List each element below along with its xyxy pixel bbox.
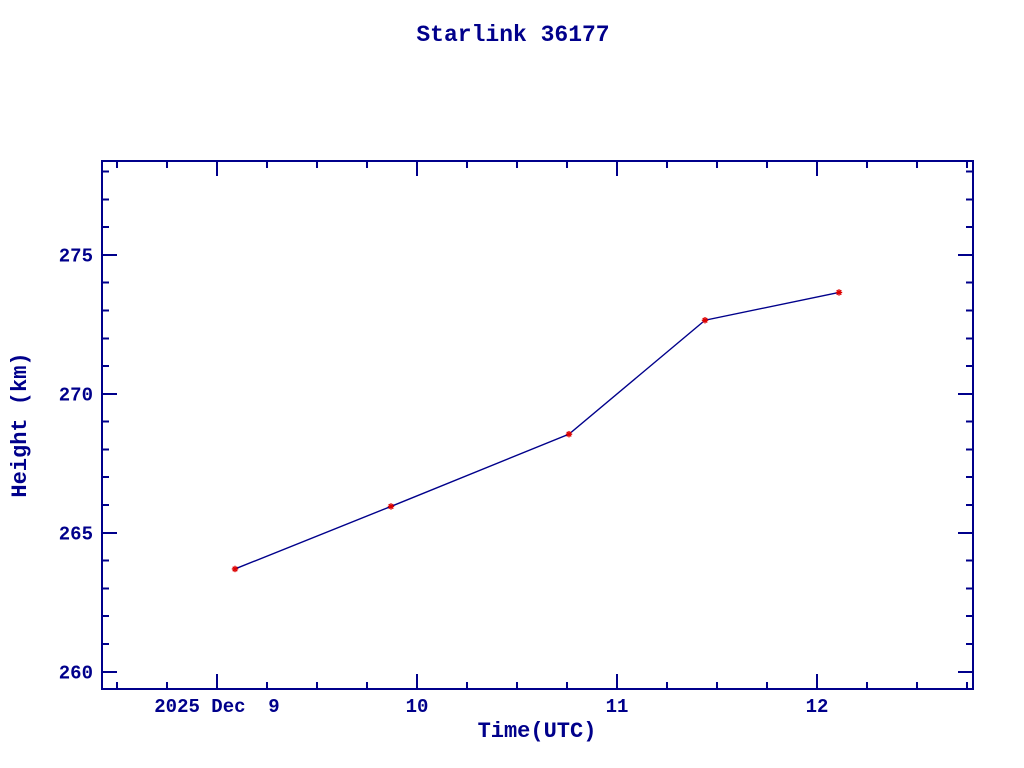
y-tick-label: 260 [59, 662, 93, 684]
data-point-markers [231, 289, 843, 573]
axis-ticks [102, 161, 973, 689]
x-tick-label: 11 [606, 696, 629, 718]
data-point-marker [835, 289, 843, 296]
height-series-line [234, 291, 840, 570]
x-tick-label: 12 [806, 696, 829, 718]
y-axis-label: Height (km) [8, 352, 33, 497]
x-tick-label: 2025 Dec 9 [154, 696, 279, 718]
y-tick-labels: 260 265 270 275 [59, 245, 93, 684]
chart-title: Starlink 36177 [416, 22, 609, 48]
y-tick-label: 270 [59, 384, 93, 406]
x-axis-label: Time(UTC) [478, 719, 597, 744]
x-tick-labels: 2025 Dec 9 10 11 12 [154, 696, 828, 718]
data-point-marker [231, 565, 239, 573]
plot-box [101, 160, 974, 690]
y-tick-label: 265 [59, 523, 93, 545]
data-point-marker [387, 503, 395, 510]
y-tick-label: 275 [59, 245, 93, 267]
data-point-marker [565, 430, 573, 438]
data-point-marker [701, 317, 709, 324]
x-tick-label: 10 [406, 696, 429, 718]
